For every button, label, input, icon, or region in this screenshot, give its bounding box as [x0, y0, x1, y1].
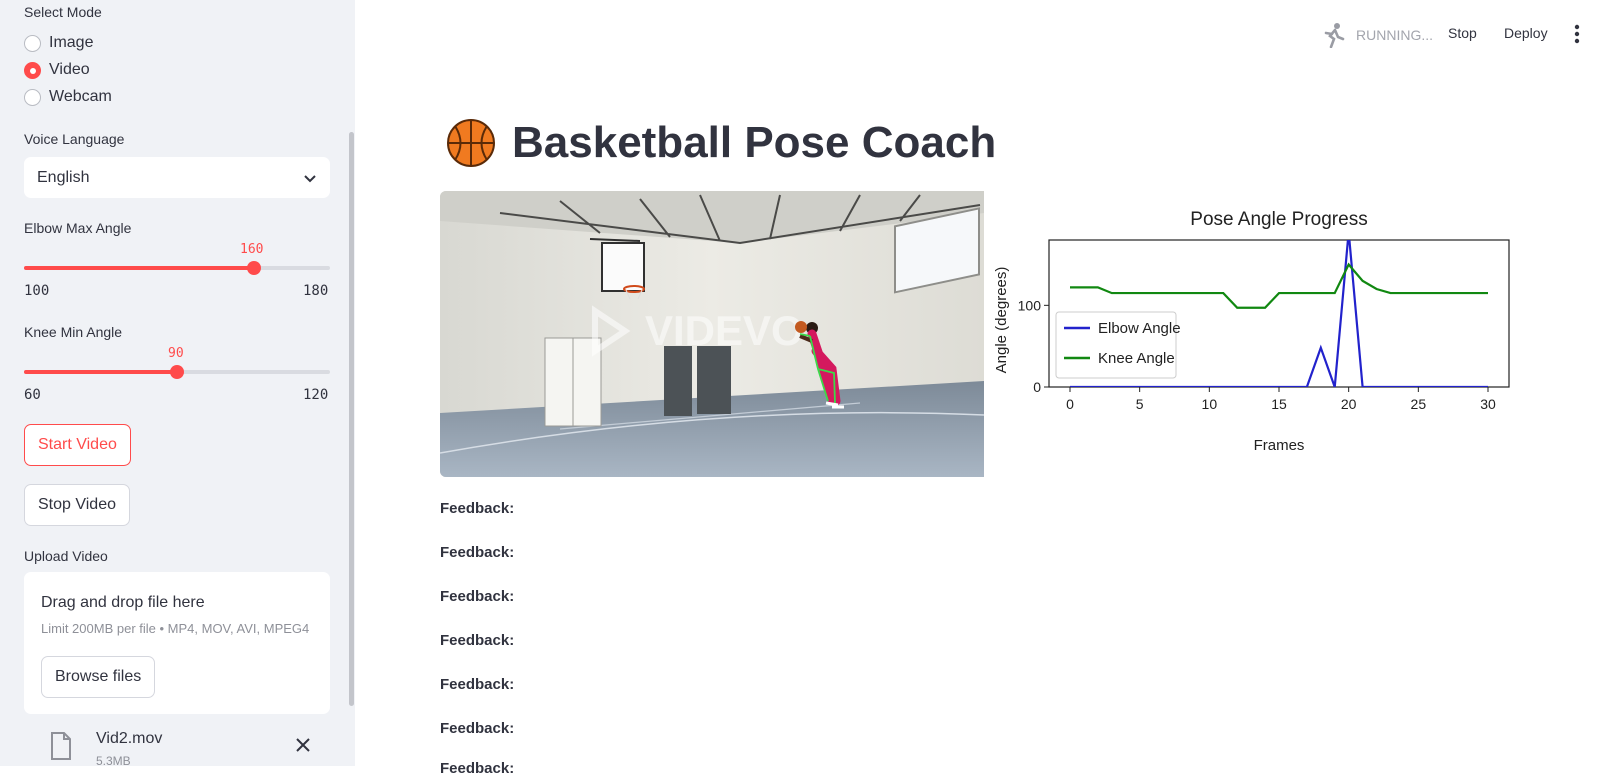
knee-slider-label: Knee Min Angle: [24, 324, 123, 340]
feedback-line: Feedback:: [440, 632, 515, 649]
file-uploader-dropzone[interactable]: Drag and drop file here Limit 200MB per …: [24, 572, 330, 714]
page-title: Basketball Pose Coach: [446, 118, 996, 168]
voice-language-value: English: [37, 168, 90, 186]
pose-angle-chart: Pose Angle Progress Frames Angle (degree…: [993, 209, 1510, 454]
chart-xtick-label: 10: [1202, 396, 1218, 412]
radio-circle[interactable]: [24, 88, 41, 106]
file-icon: [51, 732, 71, 760]
radio-video[interactable]: Video: [24, 61, 90, 79]
chart-ytick-label: 0: [1033, 379, 1041, 395]
voice-language-label: Voice Language: [24, 131, 125, 147]
chart-xtick-label: 30: [1480, 396, 1496, 412]
knee-slider-thumb[interactable]: [170, 365, 184, 379]
feedback-line: Feedback:: [440, 676, 515, 693]
mode-label: Select Mode: [24, 4, 102, 20]
elbow-slider-track[interactable]: [24, 266, 330, 270]
sidebar-scrollbar[interactable]: [349, 132, 354, 706]
stop-app-button[interactable]: Stop: [1448, 25, 1477, 41]
basketball-icon: [447, 119, 495, 167]
file-size: 5.3MB: [96, 754, 131, 766]
chart-title: Pose Angle Progress: [1190, 209, 1367, 230]
chart-ytick-label: 100: [1018, 297, 1042, 313]
feedback-line: Feedback:: [440, 588, 515, 605]
file-name: Vid2.mov: [96, 730, 163, 747]
chart-xtick-label: 20: [1341, 396, 1357, 412]
radio-label: Webcam: [49, 88, 112, 105]
chart-xtick-label: 5: [1136, 396, 1144, 412]
upload-video-label: Upload Video: [24, 548, 108, 564]
elbow-slider-value: 160: [240, 242, 264, 257]
running-man-icon: [1324, 23, 1345, 48]
sidebar: Select Mode Image Video Webcam Voice Lan…: [0, 0, 355, 766]
knee-slider-value: 90: [168, 346, 184, 361]
chart-legend-label: Elbow Angle: [1098, 320, 1181, 337]
radio-webcam[interactable]: Webcam: [24, 88, 112, 106]
feedback-line: Feedback:: [440, 544, 515, 561]
chart-xtick-label: 15: [1271, 396, 1287, 412]
chart-xlabel: Frames: [1254, 437, 1305, 454]
elbow-slider-fill: [24, 266, 254, 270]
feedback-line: Feedback:: [440, 760, 515, 777]
chart-legend-label: Knee Angle: [1098, 350, 1175, 367]
deploy-button[interactable]: Deploy: [1504, 25, 1548, 41]
chart-ylabel: Angle (degrees): [993, 267, 1010, 374]
radio-circle-selected[interactable]: [24, 61, 41, 79]
chart-xtick-label: 25: [1411, 396, 1427, 412]
page-title-text: Basketball Pose Coach: [512, 118, 997, 167]
stop-video-button[interactable]: Stop Video: [24, 484, 130, 526]
radio-image[interactable]: Image: [24, 34, 93, 52]
chevron-down-icon: [304, 174, 316, 182]
knee-slider-min: 60: [24, 387, 41, 403]
main-menu-icon[interactable]: [1574, 24, 1580, 44]
elbow-slider-label: Elbow Max Angle: [24, 220, 132, 236]
knee-slider-fill: [24, 370, 177, 374]
basketball-court-image: VIDEVO: [440, 191, 984, 477]
close-icon[interactable]: [294, 736, 312, 754]
running-status: RUNNING...: [1322, 22, 1433, 48]
elbow-slider-max: 180: [303, 283, 329, 299]
feedback-line: Feedback:: [440, 720, 515, 737]
uploaded-file-row: Vid2.mov 5.3MB: [46, 728, 330, 766]
knee-slider-max: 120: [303, 387, 329, 403]
video-watermark: VIDEVO: [645, 307, 804, 354]
feedback-line: Feedback:: [440, 500, 515, 517]
radio-label: Video: [49, 61, 90, 78]
radio-label: Image: [49, 34, 94, 51]
browse-files-button[interactable]: Browse files: [41, 656, 156, 698]
start-video-button[interactable]: Start Video: [24, 424, 131, 466]
uploader-subtitle: Limit 200MB per file • MP4, MOV, AVI, MP…: [41, 621, 310, 636]
chart-series-line: [1070, 262, 1488, 309]
video-frame: VIDEVO: [440, 191, 984, 477]
radio-circle[interactable]: [24, 34, 41, 52]
voice-language-select[interactable]: English: [24, 157, 330, 198]
uploader-title: Drag and drop file here: [41, 594, 205, 611]
chart-xtick-label: 0: [1066, 396, 1074, 412]
elbow-slider-min: 100: [24, 283, 50, 299]
elbow-slider-thumb[interactable]: [246, 261, 261, 275]
status-text: RUNNING...: [1356, 27, 1433, 43]
